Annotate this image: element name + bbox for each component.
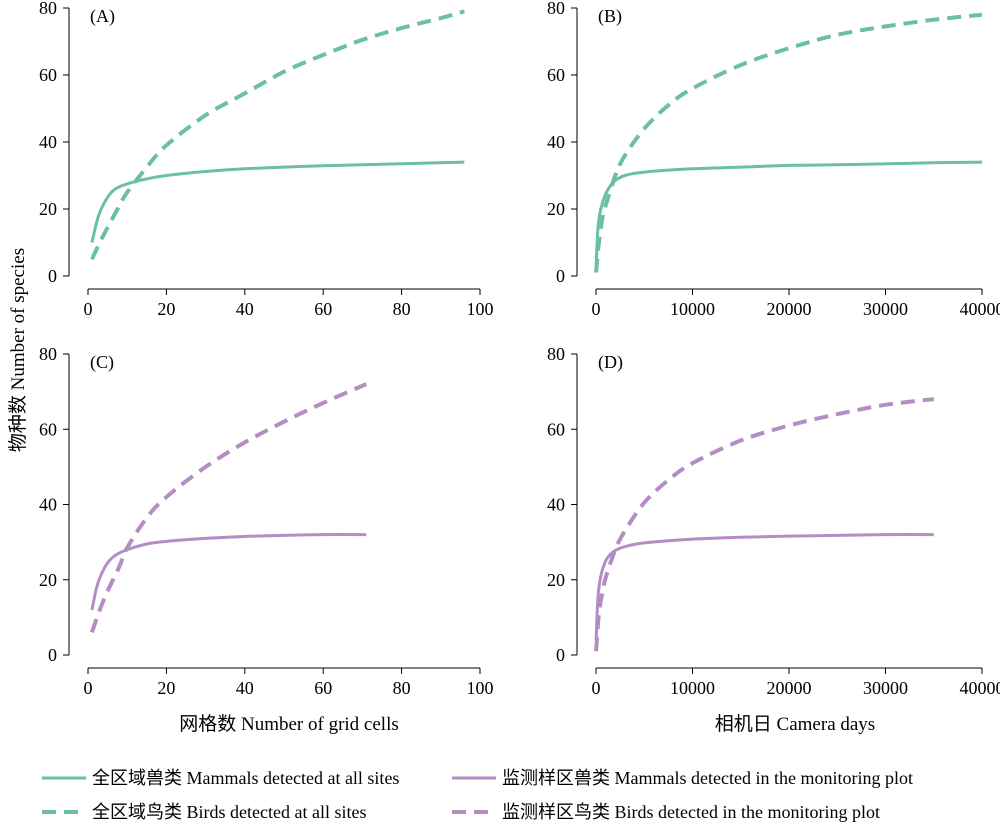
x-tick-label: 0 [592,678,601,698]
y-tick-label: 40 [547,132,565,152]
x-tick-label: 0 [592,299,601,319]
panel-0: 0 20 40 60 80 0 20 40 60 80 100 (A) [39,0,494,319]
y-tick-label: 0 [48,266,57,286]
x-tick-label: 20000 [767,299,812,319]
x-tick-label: 10000 [670,299,715,319]
y-tick-label: 60 [39,419,57,439]
x-axis-label-left: 网格数 Number of grid cells [179,713,399,735]
y-tick-label: 60 [39,65,57,85]
legend-label: 全区域鸟类 Birds detected at all sites [92,802,366,822]
panel-label: (B) [598,6,622,27]
panel-1: 0 20 40 60 80 0 10000 20000 30000 40000 (B) [547,0,1000,319]
series-line-birds [90,382,368,634]
legend: 全区域兽类 Mammals detected at all sites 全区域鸟类… [42,768,913,822]
y-tick-label: 60 [547,419,565,439]
y-tick-label: 20 [39,199,57,219]
x-axis-label-right: 相机日 Camera days [715,713,875,735]
y-axis-label: 物种数 Number of species [7,248,29,452]
y-tick-label: 40 [39,495,57,515]
panel-label: (A) [90,6,115,27]
x-tick-label: 100 [467,678,494,698]
y-tick-label: 80 [547,0,565,18]
x-tick-label: 40 [236,678,254,698]
y-tick-label: 80 [547,344,565,364]
series-line-birds [90,9,465,261]
y-tick-label: 20 [547,199,565,219]
x-tick-label: 20000 [767,678,812,698]
y-tick-label: 20 [39,570,57,590]
x-tick-label: 10000 [670,678,715,698]
x-tick-label: 30000 [863,299,908,319]
y-tick-label: 40 [547,495,565,515]
x-tick-label: 60 [314,299,332,319]
x-tick-label: 60 [314,678,332,698]
legend-label: 全区域兽类 Mammals detected at all sites [92,768,399,788]
panel-label: (D) [598,352,623,373]
x-tick-label: 100 [467,299,494,319]
series-line-mammals [594,533,934,641]
panel-2: 0 20 40 60 80 0 20 40 60 80 100 (C) [39,344,494,698]
y-tick-label: 60 [547,65,565,85]
y-tick-label: 0 [556,266,565,286]
y-tick-label: 0 [48,645,57,665]
series-line-mammals [90,160,465,243]
legend-label: 监测样区鸟类 Birds detected in the monitoring … [502,802,880,822]
y-tick-label: 0 [556,645,565,665]
y-tick-label: 20 [547,570,565,590]
x-tick-label: 20 [157,299,175,319]
x-tick-label: 30000 [863,678,908,698]
x-tick-label: 20 [157,678,175,698]
x-tick-label: 0 [84,299,93,319]
series-line-mammals [90,533,367,611]
panel-3: 0 20 40 60 80 0 10000 20000 30000 40000 (D) [547,344,1000,698]
y-tick-label: 40 [39,132,57,152]
x-tick-label: 80 [393,678,411,698]
series-line-birds [594,397,935,652]
y-tick-label: 80 [39,0,57,18]
x-tick-label: 40000 [960,299,1000,319]
panel-label: (C) [90,352,114,373]
legend-label: 监测样区兽类 Mammals detected in the monitorin… [502,768,913,788]
x-tick-label: 40 [236,299,254,319]
series-line-mammals [594,160,983,266]
x-tick-label: 80 [393,299,411,319]
series-line-birds [594,12,983,273]
x-tick-label: 0 [84,678,93,698]
y-tick-label: 80 [39,344,57,364]
x-tick-label: 40000 [960,678,1000,698]
